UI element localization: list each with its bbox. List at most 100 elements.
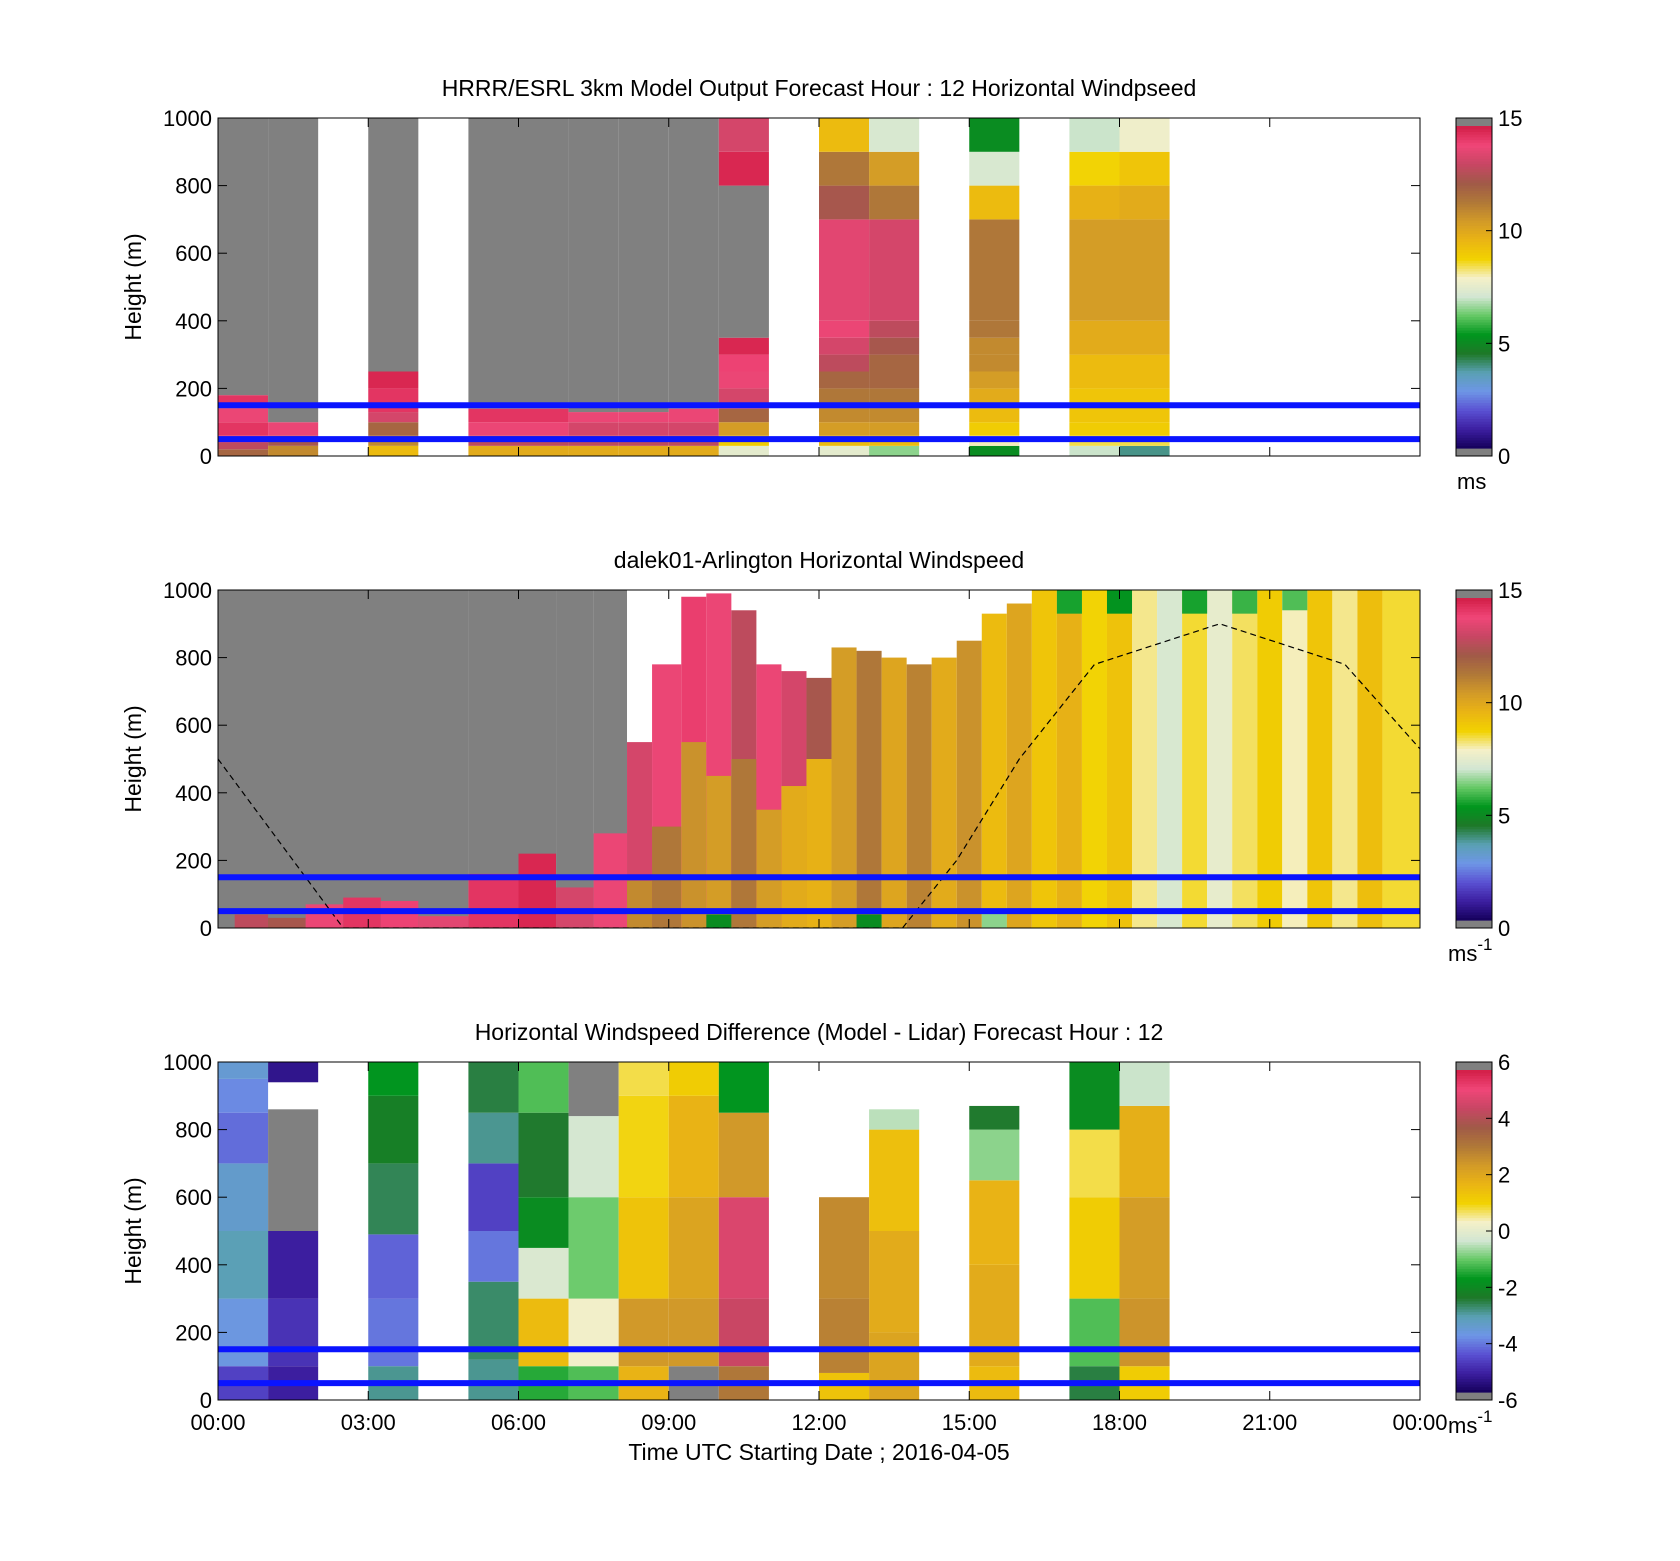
colorbar-swatch (1456, 131, 1492, 135)
colorbar-swatch (1456, 893, 1492, 897)
heatmap-cell (1069, 445, 1120, 456)
colorbar-swatch (1456, 340, 1492, 344)
heatmap-cell (969, 320, 1020, 338)
heatmap-cell (305, 904, 344, 928)
colorbar-swatch (1456, 909, 1492, 913)
heatmap-cell (568, 1298, 619, 1367)
colorbar-swatch (1456, 287, 1492, 291)
colorbar-swatch (1456, 1231, 1492, 1235)
heatmap-cells (218, 590, 1420, 928)
colorbar-swatch (1456, 1115, 1492, 1119)
colorbar-swatch (1456, 777, 1492, 782)
heatmap-cell (718, 371, 769, 389)
colorbar-swatch (1456, 793, 1492, 798)
heatmap-cell (1069, 320, 1120, 355)
colorbar-swatch (1456, 319, 1492, 323)
heatmap-cell (568, 445, 619, 456)
y-tick-label: 1000 (163, 578, 212, 603)
heatmap-cell (668, 422, 719, 436)
colorbar-swatch (1456, 1134, 1492, 1138)
colorbar-swatch (1456, 603, 1492, 607)
x-tick-label: 09:00 (641, 1410, 696, 1435)
colorbar-swatch (1456, 147, 1492, 151)
heatmap-cell (1119, 1062, 1170, 1106)
colorbar-swatch (1456, 820, 1492, 824)
heatmap-cell (1069, 185, 1120, 220)
colorbar-swatch (1456, 823, 1492, 827)
colorbar-unit-base: ms (1448, 1413, 1477, 1438)
colorbar-swatch (1456, 667, 1492, 672)
heatmap-cell (668, 1197, 719, 1299)
heatmap-cell (1069, 1298, 1120, 1367)
colorbar-swatch (1456, 380, 1492, 385)
colorbar-swatch (1456, 1107, 1492, 1111)
heatmap-cell (468, 1062, 519, 1113)
colorbar-swatch (1456, 1196, 1492, 1200)
colorbar-swatch (1456, 708, 1492, 712)
heatmap-cell (819, 1372, 870, 1400)
colorbar-swatch (1456, 1214, 1492, 1219)
heatmap-cell (368, 422, 419, 436)
colorbar-swatch (1456, 724, 1492, 728)
colorbar-swatch (1456, 1070, 1492, 1074)
colorbar-swatch (1456, 740, 1492, 744)
heatmap-cell (718, 118, 769, 152)
heatmap-cell (906, 664, 932, 928)
colorbar-swatch (1456, 337, 1492, 342)
heatmap-cell (468, 445, 519, 456)
heatmap-cell (1282, 590, 1308, 611)
heatmap-cell (1069, 1129, 1120, 1198)
colorbar-swatch (1456, 249, 1492, 253)
heatmap-cell (1119, 151, 1170, 186)
colorbar-swatch (1456, 332, 1492, 336)
panel-lidar: dalek01-Arlington Horizontal Windspeed H… (120, 547, 1522, 966)
colorbar-swatch (1456, 1129, 1492, 1133)
y-axis-label: Height (m) (120, 233, 146, 340)
heatmap-cell (981, 613, 1007, 928)
colorbar-swatch (1456, 1324, 1492, 1329)
colorbar-swatch (1456, 1389, 1492, 1393)
heatmap-cell (234, 914, 269, 928)
colorbar-swatch (1456, 678, 1492, 682)
heatmap-cell (1332, 590, 1358, 928)
heatmap-cell (1106, 590, 1133, 614)
colorbar-swatch (1456, 190, 1492, 194)
colorbar-swatch (1456, 246, 1492, 251)
colorbar-swatch (1456, 176, 1492, 181)
heatmap-cell (668, 118, 719, 409)
panel-model: HRRR/ESRL 3km Model Output Forecast Hour… (120, 75, 1522, 494)
colorbar-swatch (1456, 852, 1492, 857)
heatmap-cell (1119, 1105, 1170, 1198)
colorbar-unit: ms-1 (1448, 935, 1492, 966)
colorbar-swatch (1456, 1091, 1492, 1095)
y-axis-label: Height (m) (120, 705, 146, 812)
colorbar-frame (1455, 117, 1493, 457)
colorbar-swatch (1456, 697, 1492, 701)
solar-elevation-line (218, 623, 1420, 928)
colorbar-swatch (1456, 139, 1492, 143)
x-tick-label: 06:00 (491, 1410, 546, 1435)
heatmap-cell (468, 118, 519, 409)
colorbar-swatch (1456, 434, 1492, 438)
colorbar-unit-base: ms (1457, 469, 1486, 494)
colorbar-swatch (1456, 1300, 1492, 1305)
heatmap-cell (518, 408, 569, 423)
colorbar-swatch (1456, 839, 1492, 843)
colorbar-swatch (1456, 1177, 1492, 1181)
heatmap-cell (268, 1298, 319, 1367)
heatmap-cell (819, 320, 870, 338)
heatmap-cell (556, 590, 594, 928)
colorbar-swatch (1456, 659, 1492, 663)
colorbar-swatch (1456, 869, 1492, 873)
colorbar-swatch (1456, 1327, 1492, 1331)
colorbar-swatch (1456, 155, 1492, 159)
x-tick-label: 21:00 (1242, 1410, 1297, 1435)
y-tick-label: 1000 (163, 1050, 212, 1075)
heatmap-cell (668, 408, 719, 423)
colorbar-tick-label: 2 (1498, 1163, 1510, 1188)
colorbar-swatch (1456, 911, 1492, 916)
colorbar-swatch (1456, 1137, 1492, 1141)
heatmap-cell (718, 1062, 769, 1113)
colorbar-swatch (1456, 1239, 1492, 1243)
heatmap-cell (1069, 422, 1120, 436)
